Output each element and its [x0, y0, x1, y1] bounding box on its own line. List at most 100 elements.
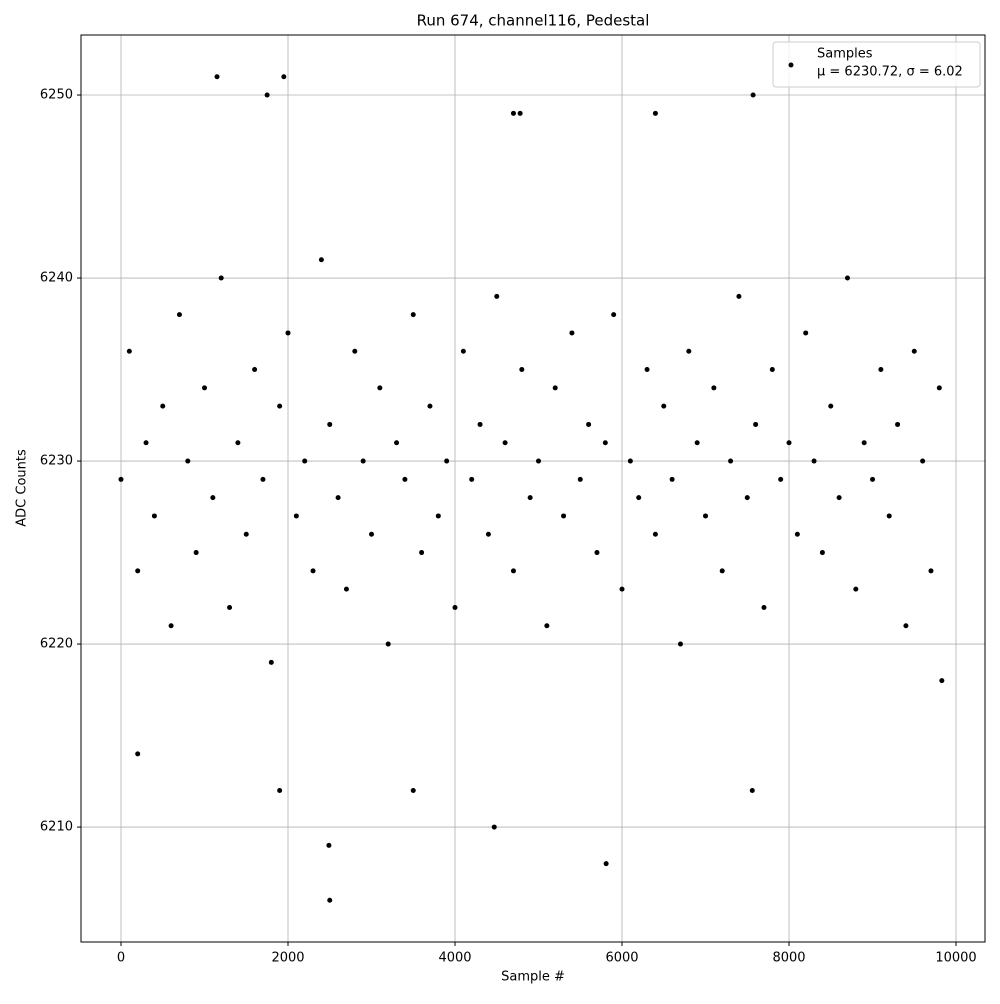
- point: [561, 513, 567, 519]
- point: [227, 604, 233, 610]
- point: [928, 568, 934, 574]
- point: [603, 861, 609, 867]
- x-tick-label: 10000: [935, 951, 976, 966]
- point: [786, 440, 792, 446]
- point: [293, 513, 299, 519]
- point: [126, 348, 132, 354]
- point: [861, 440, 867, 446]
- point: [343, 586, 349, 592]
- plot-frame: [80, 34, 986, 943]
- point: [586, 421, 592, 427]
- point: [652, 110, 658, 116]
- point: [878, 367, 884, 373]
- point: [577, 476, 583, 482]
- point: [360, 458, 366, 464]
- point: [310, 568, 316, 574]
- point: [510, 568, 516, 574]
- point: [719, 568, 725, 574]
- point: [402, 476, 408, 482]
- point: [828, 403, 834, 409]
- point: [477, 421, 483, 427]
- x-tick-label: 2000: [271, 951, 304, 966]
- x-tick-label: 0: [117, 951, 125, 966]
- point: [569, 330, 575, 336]
- point: [394, 440, 400, 446]
- point: [749, 787, 755, 793]
- point: [836, 495, 842, 501]
- point: [143, 440, 149, 446]
- point: [260, 476, 266, 482]
- point: [185, 458, 191, 464]
- point: [435, 513, 441, 519]
- point: [803, 330, 809, 336]
- y-tick-label: 6240: [40, 271, 73, 286]
- point: [410, 787, 416, 793]
- point: [243, 531, 249, 537]
- point: [285, 330, 291, 336]
- point: [652, 531, 658, 537]
- point: [281, 74, 287, 80]
- point: [736, 293, 742, 299]
- point: [711, 385, 717, 391]
- point: [544, 623, 550, 629]
- point: [939, 678, 945, 684]
- point: [210, 495, 216, 501]
- point: [744, 495, 750, 501]
- point: [527, 495, 533, 501]
- point: [778, 476, 784, 482]
- point: [168, 623, 174, 629]
- point: [252, 367, 258, 373]
- point: [886, 513, 892, 519]
- point: [750, 92, 756, 98]
- point: [318, 257, 324, 263]
- point: [377, 385, 383, 391]
- point: [686, 348, 692, 354]
- point: [385, 641, 391, 647]
- point: [235, 440, 241, 446]
- legend-box: [772, 41, 981, 88]
- x-axis-label: Sample #: [501, 970, 565, 985]
- point: [327, 421, 333, 427]
- point: [268, 659, 274, 665]
- point: [277, 787, 283, 793]
- point: [644, 367, 650, 373]
- point: [214, 74, 220, 80]
- point: [135, 751, 141, 757]
- point: [410, 312, 416, 318]
- point: [844, 275, 850, 281]
- point: [769, 367, 775, 373]
- point: [419, 550, 425, 556]
- point: [118, 476, 124, 482]
- point: [218, 275, 224, 281]
- point: [427, 403, 433, 409]
- point: [661, 403, 667, 409]
- point: [176, 312, 182, 318]
- point: [761, 604, 767, 610]
- point: [517, 110, 523, 116]
- point: [452, 604, 458, 610]
- point: [202, 385, 208, 391]
- point: [369, 531, 375, 537]
- y-axis-label: ADC Counts: [15, 449, 30, 527]
- legend-marker: [788, 62, 794, 68]
- point: [677, 641, 683, 647]
- point: [694, 440, 700, 446]
- point: [619, 586, 625, 592]
- point: [611, 312, 617, 318]
- point: [552, 385, 558, 391]
- legend-label: Samples: [817, 47, 873, 62]
- point: [753, 421, 759, 427]
- point: [151, 513, 157, 519]
- point: [502, 440, 508, 446]
- point: [536, 458, 542, 464]
- point: [326, 842, 332, 848]
- point: [669, 476, 675, 482]
- x-tick-label: 4000: [438, 951, 471, 966]
- point: [903, 623, 909, 629]
- point: [327, 897, 333, 903]
- point: [728, 458, 734, 464]
- point: [920, 458, 926, 464]
- point: [870, 476, 876, 482]
- y-tick-label: 6210: [40, 820, 73, 835]
